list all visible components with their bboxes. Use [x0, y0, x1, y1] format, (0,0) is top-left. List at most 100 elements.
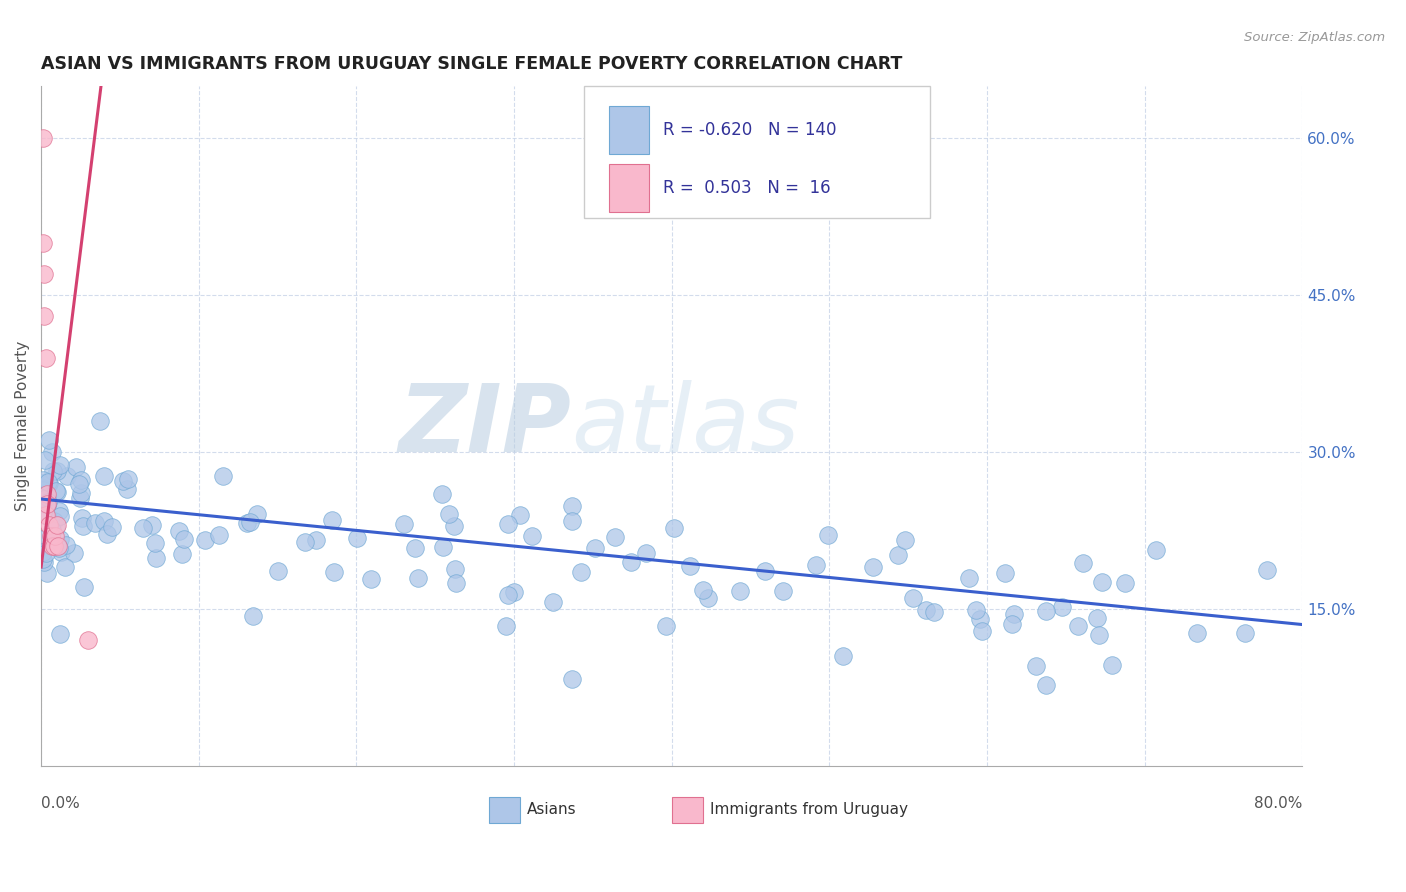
Point	[603, 530, 626, 544]
Point	[1101, 657, 1123, 672]
Point	[754, 564, 776, 578]
Point	[242, 608, 264, 623]
Text: ASIAN VS IMMIGRANTS FROM URUGUAY SINGLE FEMALE POVERTY CORRELATION CHART: ASIAN VS IMMIGRANTS FROM URUGUAY SINGLE …	[41, 55, 903, 73]
Point	[430, 487, 453, 501]
Point	[1091, 574, 1114, 589]
Point	[32, 483, 55, 498]
Point	[49, 508, 72, 523]
Point	[655, 619, 678, 633]
FancyBboxPatch shape	[672, 797, 703, 823]
Point	[42, 539, 65, 553]
Point	[239, 515, 262, 529]
Point	[520, 528, 543, 542]
Point	[167, 524, 190, 538]
Point	[817, 527, 839, 541]
Point	[32, 267, 55, 281]
Point	[49, 545, 72, 559]
Point	[32, 555, 55, 569]
Point	[35, 509, 58, 524]
Point	[394, 516, 416, 531]
Point	[831, 648, 853, 663]
Point	[212, 468, 235, 483]
Point	[173, 532, 195, 546]
Point	[32, 552, 55, 566]
Point	[49, 532, 72, 546]
FancyBboxPatch shape	[609, 106, 650, 153]
Point	[117, 472, 139, 486]
Point	[31, 235, 53, 250]
Point	[496, 588, 519, 602]
Point	[65, 459, 87, 474]
Point	[1085, 611, 1108, 625]
Point	[887, 549, 910, 563]
FancyBboxPatch shape	[489, 797, 520, 823]
Point	[208, 528, 231, 542]
Point	[406, 571, 429, 585]
Point	[1234, 625, 1257, 640]
Point	[48, 541, 70, 555]
Point	[35, 508, 58, 522]
Point	[62, 546, 84, 560]
Point	[31, 545, 53, 559]
Point	[498, 517, 520, 532]
Point	[31, 131, 53, 145]
Point	[31, 473, 53, 487]
Point	[1035, 678, 1057, 692]
Text: ZIP: ZIP	[398, 380, 571, 472]
Point	[583, 541, 606, 556]
Point	[34, 492, 56, 507]
Point	[246, 507, 269, 521]
Point	[70, 473, 93, 487]
Point	[571, 565, 593, 579]
Point	[31, 476, 53, 491]
Point	[38, 434, 60, 448]
Point	[45, 518, 67, 533]
Point	[39, 528, 62, 542]
Point	[620, 555, 643, 569]
Point	[495, 619, 517, 633]
Point	[561, 515, 583, 529]
Point	[32, 309, 55, 323]
Point	[67, 476, 90, 491]
Point	[53, 560, 76, 574]
FancyBboxPatch shape	[609, 164, 650, 211]
Point	[443, 519, 465, 533]
Point	[37, 497, 59, 511]
Point	[145, 551, 167, 566]
Point	[266, 564, 288, 578]
Point	[41, 539, 63, 553]
Point	[32, 532, 55, 546]
Point	[541, 595, 564, 609]
Point	[969, 612, 991, 626]
Point	[965, 603, 987, 617]
Point	[360, 573, 382, 587]
Point	[41, 523, 63, 537]
Point	[294, 535, 316, 549]
Point	[305, 533, 328, 547]
Point	[862, 560, 884, 574]
Point	[35, 351, 58, 365]
Point	[1025, 659, 1047, 673]
Point	[894, 533, 917, 548]
Point	[42, 464, 65, 478]
Point	[1035, 604, 1057, 618]
Point	[1144, 543, 1167, 558]
Point	[1071, 556, 1094, 570]
Point	[901, 591, 924, 606]
Point	[446, 576, 468, 591]
Point	[1256, 563, 1278, 577]
Point	[132, 521, 155, 535]
Point	[915, 602, 938, 616]
Point	[31, 481, 53, 495]
Point	[93, 468, 115, 483]
Point	[1088, 628, 1111, 642]
Point	[42, 514, 65, 528]
Point	[101, 520, 124, 534]
Point	[1001, 616, 1024, 631]
Point	[35, 498, 58, 512]
Point	[664, 520, 686, 534]
Text: R = -0.620   N = 140: R = -0.620 N = 140	[664, 121, 837, 139]
Point	[1114, 576, 1136, 591]
Point	[48, 626, 70, 640]
Y-axis label: Single Female Poverty: Single Female Poverty	[15, 341, 30, 511]
